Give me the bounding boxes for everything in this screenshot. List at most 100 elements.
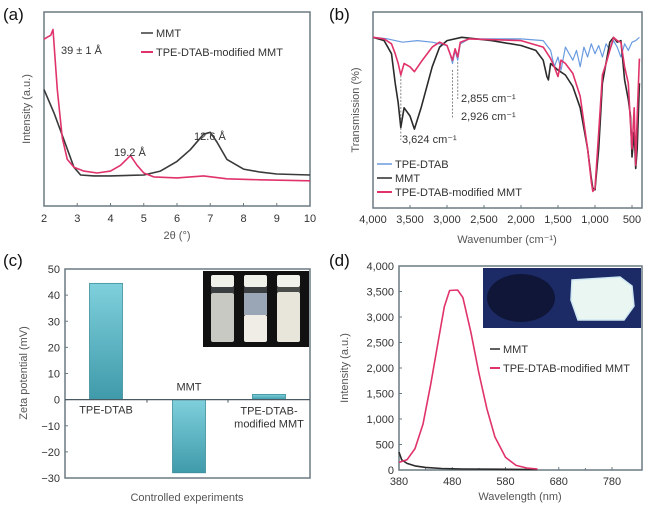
panel-label-a: (a) bbox=[3, 5, 24, 24]
category-label-tpe-dtab-modified-mmt: TPE-DTAB- bbox=[240, 406, 298, 418]
x-tick-label: 380 bbox=[390, 476, 408, 488]
annotation-39A: 39 ± 1 Å bbox=[61, 44, 103, 57]
panel-d-x-axis-label: Wavelength (nm) bbox=[478, 491, 561, 503]
y-tick-label: 30 bbox=[48, 316, 60, 328]
panel-c-category-labels: TPE-DTAB MMT TPE-DTAB-modified MMT bbox=[79, 382, 304, 431]
series-line-mmt bbox=[372, 36, 641, 191]
x-tick-label: 4,000 bbox=[359, 214, 387, 226]
x-tick-label: 9 bbox=[274, 213, 280, 225]
legend-label-tpe-dtab: TPE-DTAB bbox=[395, 159, 449, 171]
bar-mmt bbox=[172, 399, 206, 474]
legend-label-mmt: MMT bbox=[395, 173, 420, 185]
x-tick-label: 1,000 bbox=[581, 214, 609, 226]
y-tick-label: 1,500 bbox=[366, 389, 394, 401]
x-tick-label: 480 bbox=[443, 476, 461, 488]
y-tick-label: 20 bbox=[48, 342, 60, 354]
series-line-tpe-dtab-modified-mmt bbox=[372, 36, 641, 193]
x-tick-label: 2,000 bbox=[507, 214, 535, 226]
x-tick-label: 3,000 bbox=[433, 214, 461, 226]
x-tick-label: 580 bbox=[496, 476, 514, 488]
panel-d-legend: MMT TPE-DTAB-modified MMT bbox=[490, 344, 630, 375]
panel-a-x-ticks: 2 3 4 5 6 7 8 9 10 bbox=[41, 203, 316, 225]
x-tick-label: 7 bbox=[207, 213, 213, 225]
annotation-2855: 2,855 cm⁻¹ bbox=[461, 93, 516, 105]
x-tick-label: 6 bbox=[174, 213, 180, 225]
modified-mmt-sample-glowing bbox=[570, 276, 635, 321]
panel-label-c: (c) bbox=[3, 251, 23, 270]
y-tick-label: 1,000 bbox=[366, 414, 394, 426]
mmt-sample-dark bbox=[487, 274, 555, 322]
y-tick-label: 40 bbox=[48, 290, 60, 302]
panel-c-x-axis-label: Controlled experiments bbox=[130, 492, 244, 504]
panel-c-bars bbox=[89, 282, 286, 474]
panel-b-legend: TPE-DTAB MMT TPE-DTAB-modified MMT bbox=[377, 159, 522, 199]
bar-tpe-dtab bbox=[89, 282, 123, 401]
y-tick-label: 50 bbox=[48, 264, 60, 276]
legend-label-modified-mmt: TPE-DTAB-modified MMT bbox=[395, 187, 522, 199]
panel-b-x-ticks: 4,000 3,500 3,000 2,500 2,000 1,500 1,000 500 bbox=[359, 205, 641, 226]
panel-d-series bbox=[398, 289, 538, 471]
series-line-tpe-dtab-modified-mmt bbox=[398, 289, 538, 470]
x-tick-label: 2 bbox=[41, 213, 47, 225]
y-tick-label: 2,000 bbox=[366, 363, 394, 375]
panel-a-series bbox=[43, 28, 311, 182]
x-tick-label: 1,500 bbox=[544, 214, 572, 226]
legend-label-modified-mmt: TPE-DTAB-modified MMT bbox=[156, 47, 283, 59]
panel-b-frame bbox=[372, 11, 643, 209]
vial-1 bbox=[211, 275, 234, 342]
x-tick-label: 2,500 bbox=[470, 214, 498, 226]
annotation-19-2A: 19.2 Å bbox=[114, 146, 146, 159]
y-tick-label: 3,500 bbox=[366, 287, 394, 299]
panel-d-y-ticks: 0 500 1,000 1,500 2,000 2,500 3,000 3,500 4,000 bbox=[366, 261, 402, 477]
vial-3 bbox=[277, 275, 300, 342]
y-tick-label: 0 bbox=[54, 395, 60, 407]
x-tick-label: 780 bbox=[603, 476, 621, 488]
vial-2 bbox=[244, 275, 267, 342]
panel-b-y-axis-label: Transmission (%) bbox=[350, 67, 362, 152]
category-label-mmt: MMT bbox=[176, 382, 201, 394]
panel-d-fluorescence-chart: 05001,0001,5002,0002,5003,0003,5004,000 … bbox=[339, 261, 643, 503]
legend-label-mmt: MMT bbox=[156, 28, 181, 40]
x-tick-label: 4 bbox=[107, 213, 113, 225]
panel-d-y-axis-label: Intensity (a.u.) bbox=[339, 333, 351, 403]
x-tick-label: 3,500 bbox=[396, 214, 424, 226]
panel-a-frame bbox=[43, 11, 311, 207]
legend-label-mmt: MMT bbox=[503, 344, 528, 356]
y-tick-label: 500 bbox=[376, 440, 394, 452]
panel-c-inset-vial-photo bbox=[203, 271, 309, 347]
x-tick-label: 500 bbox=[623, 214, 641, 226]
y-tick-label: 0 bbox=[388, 465, 394, 477]
y-tick-label: −20 bbox=[41, 447, 60, 459]
x-tick-label: 3 bbox=[74, 213, 80, 225]
panel-b-x-axis-label: Wavenumber (cm⁻¹) bbox=[457, 234, 557, 246]
annotation-12-6A: 12.6 Å bbox=[194, 130, 226, 143]
panel-b-series bbox=[372, 36, 641, 193]
panel-b-peak-guides bbox=[400, 62, 459, 140]
panel-c-y-axis-label: Zeta potential (mV) bbox=[18, 326, 30, 420]
panel-a-legend: MMT TPE-DTAB-modified MMT bbox=[141, 28, 283, 59]
panel-c-y-ticks: 50 40 30 20 10 0 −10 −20 −30 bbox=[41, 264, 229, 485]
category-label-tpe-dtab: TPE-DTAB bbox=[79, 405, 133, 417]
legend-label-modified-mmt: TPE-DTAB-modified MMT bbox=[503, 363, 630, 375]
x-tick-label: 10 bbox=[304, 213, 316, 225]
annotation-2926: 2,926 cm⁻¹ bbox=[461, 111, 516, 123]
series-line-mmt bbox=[398, 451, 538, 471]
series-line-mmt bbox=[43, 89, 311, 177]
category-label-tpe-dtab-modified-mmt: modified MMT bbox=[234, 419, 304, 431]
panel-d-inset-uv-photo bbox=[483, 268, 641, 328]
series-line-tpe-dtab bbox=[372, 36, 640, 71]
x-tick-label: 5 bbox=[141, 213, 147, 225]
y-tick-label: 4,000 bbox=[366, 261, 394, 273]
panel-d-x-ticks: 380 480 580 680 780 bbox=[390, 467, 621, 488]
bar-tpe-dtab-modified-mmt bbox=[252, 393, 286, 401]
y-tick-label: −30 bbox=[41, 473, 60, 485]
panel-a-xrd-chart: 2 3 4 5 6 7 8 9 10 2θ (°) Intensity (a.u.) MMT T… bbox=[21, 11, 316, 242]
series-line-tpe-dtab-modified-mmt bbox=[43, 28, 311, 182]
x-tick-label: 680 bbox=[550, 476, 568, 488]
x-tick-label: 8 bbox=[240, 213, 246, 225]
y-tick-label: 10 bbox=[48, 369, 60, 381]
y-tick-label: 2,500 bbox=[366, 338, 394, 350]
y-tick-label: 3,000 bbox=[366, 312, 394, 324]
